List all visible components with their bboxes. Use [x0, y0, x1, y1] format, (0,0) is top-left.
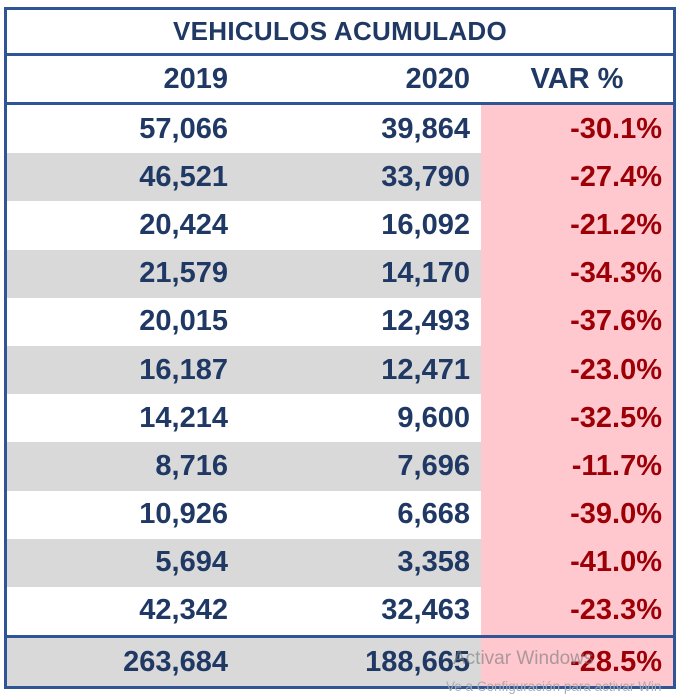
- total-var: -28.5%: [481, 638, 673, 686]
- table-row: 14,214 9,600 -32.5%: [7, 394, 673, 443]
- cell-2019: 46,521: [7, 153, 243, 202]
- cell-2019: 16,187: [7, 345, 243, 395]
- table-row: 57,066 39,864 -30.1%: [7, 105, 673, 154]
- cell-var: -30.1%: [481, 105, 673, 154]
- cell-2020: 33,790: [243, 153, 481, 202]
- table-row: 5,694 3,358 -41.0%: [7, 538, 673, 587]
- cell-2020: 9,600: [397, 401, 470, 434]
- table-title: VEHICULOS ACUMULADO: [7, 10, 673, 56]
- cell-2019: 10,926: [139, 498, 228, 531]
- table-row: 46,521 33,790 -27.4%: [7, 153, 673, 202]
- cell-var: -37.6%: [481, 297, 673, 346]
- table-header-row: 2019 2020 VAR %: [7, 56, 673, 105]
- cell-2019: 21,579: [7, 249, 243, 298]
- cell-var: -32.5%: [481, 394, 673, 443]
- cell-2020: 7,696: [243, 442, 481, 491]
- cell-2019: 5,694: [7, 538, 243, 587]
- table-row: 10,926 6,668 -39.0%: [7, 490, 673, 539]
- cell-2019: 20,424: [139, 208, 228, 241]
- cell-2019: 20,015: [139, 305, 228, 338]
- cell-2019: 42,342: [139, 594, 228, 627]
- cell-var: -27.4%: [481, 153, 673, 202]
- total-2019: 263,684: [7, 638, 243, 686]
- table-body: 57,066 39,864 -30.1% 46,521 33,790 -27.4…: [7, 105, 673, 636]
- cell-2020: 14,170: [243, 249, 481, 298]
- cell-var: -23.3%: [481, 586, 673, 636]
- table-row: 21,579 14,170 -34.3%: [7, 249, 673, 298]
- cell-var: -41.0%: [481, 538, 673, 587]
- cell-2020: 16,092: [381, 208, 470, 241]
- cell-2020: 3,358: [243, 538, 481, 587]
- cell-2019: 57,066: [139, 112, 228, 145]
- cell-2020: 12,471: [243, 345, 481, 395]
- cell-2019: 14,214: [139, 401, 228, 434]
- table-row: 16,187 12,471 -23.0%: [7, 345, 673, 395]
- table-row: 20,424 16,092 -21.2%: [7, 201, 673, 250]
- cell-var: -11.7%: [481, 442, 673, 491]
- cell-var: -34.3%: [481, 249, 673, 298]
- cell-var: -39.0%: [481, 490, 673, 539]
- cell-var: -21.2%: [481, 201, 673, 250]
- cell-2020: 6,668: [397, 498, 470, 531]
- cell-2019: 8,716: [7, 442, 243, 491]
- table-total-row: 263,684 188,665 -28.5%: [7, 635, 673, 686]
- table-row: 20,015 12,493 -37.6%: [7, 297, 673, 346]
- cell-2020: 32,463: [381, 594, 470, 627]
- cell-2020: 12,493: [381, 305, 470, 338]
- cell-var: -23.0%: [481, 345, 673, 395]
- table-row: 8,716 7,696 -11.7%: [7, 442, 673, 491]
- total-2020: 188,665: [243, 638, 481, 686]
- column-header-var: VAR %: [530, 62, 624, 95]
- cell-2020: 39,864: [381, 112, 470, 145]
- vehicles-accumulated-table: VEHICULOS ACUMULADO 2019 2020 VAR % 57,0…: [4, 7, 676, 689]
- column-header-2019: 2019: [163, 62, 228, 95]
- column-header-2020: 2020: [405, 62, 470, 95]
- table-row: 42,342 32,463 -23.3%: [7, 586, 673, 636]
